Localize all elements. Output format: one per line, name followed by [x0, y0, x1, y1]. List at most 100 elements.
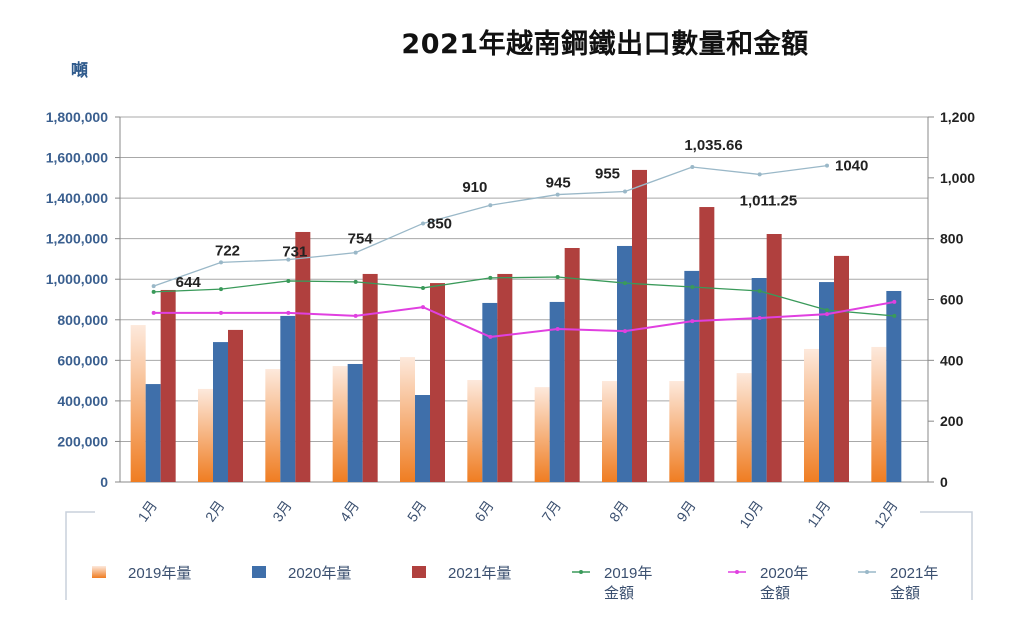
point-2019年金額-7月 — [555, 274, 560, 279]
point-2019年金額-6月 — [488, 275, 493, 280]
point-2021年金額-3月 — [286, 257, 291, 262]
legend-label: 2019年量 — [128, 565, 191, 582]
bar-2021年量-7月 — [564, 247, 580, 482]
right-axis-tick-label: 1,200 — [940, 109, 975, 125]
point-2019年金額-4月 — [353, 279, 358, 284]
bar-2021年量-4月 — [362, 273, 378, 482]
point-2019年金額-2月 — [219, 287, 223, 292]
data-label: 945 — [546, 175, 571, 192]
point-2019年金額-3月 — [286, 278, 291, 283]
bar-2021年量-5月 — [430, 283, 445, 482]
point-2020年金額-11月 — [825, 312, 829, 317]
bar-2021年量-6月 — [497, 273, 513, 482]
bar-2020年量-4月 — [347, 363, 363, 482]
left-axis-tick-label: 800,000 — [57, 312, 108, 328]
left-axis-tick-label: 0 — [100, 474, 108, 490]
data-label: 1040 — [835, 158, 868, 175]
point-2020年金額-2月 — [219, 310, 223, 315]
point-2021年金額-9月 — [690, 164, 695, 169]
bar-2020年量-3月 — [280, 315, 296, 482]
bar-2019年量-8月 — [602, 381, 617, 482]
point-2020年金額-8月 — [623, 329, 627, 334]
x-axis-tick-label: 1月 — [135, 498, 161, 525]
legend-marker — [579, 570, 583, 574]
bar-2021年量-2月 — [228, 329, 243, 482]
bar-2020年量-7月 — [549, 301, 565, 482]
bar-2019年量-3月 — [265, 369, 281, 482]
legend-label: 2021年金額 — [890, 565, 938, 602]
point-2021年金額-4月 — [353, 250, 358, 255]
point-2019年金額-5月 — [421, 285, 425, 290]
bar-2019年量-5月 — [400, 357, 415, 482]
x-axis-tick-label: 7月 — [539, 498, 565, 525]
bar-2019年量-12月 — [871, 346, 887, 482]
x-axis-tick-label: 3月 — [269, 498, 295, 525]
bar-2019年量-9月 — [669, 381, 685, 482]
right-axis-tick-label: 400 — [940, 352, 964, 368]
left-axis-tick-label: 1,800,000 — [46, 109, 108, 125]
point-2020年金額-10月 — [757, 316, 762, 321]
point-2021年金額-8月 — [623, 189, 627, 194]
left-axis-tick-label: 1,600,000 — [46, 150, 108, 166]
bar-2020年量-1月 — [145, 384, 161, 482]
point-2019年金額-10月 — [757, 288, 762, 293]
bar-2019年量-6月 — [467, 380, 483, 482]
data-label: 955 — [595, 166, 620, 183]
data-label: 1,035.66 — [684, 137, 742, 154]
x-axis-tick-label: 4月 — [337, 498, 363, 525]
x-axis-tick-label: 2月 — [202, 498, 228, 525]
legend-marker — [735, 570, 739, 574]
left-axis-tick-label: 200,000 — [57, 433, 108, 449]
right-axis-tick-label: 600 — [940, 292, 964, 308]
bar-2021年量-11月 — [834, 255, 849, 482]
legend-label: 2020年金額 — [760, 565, 808, 602]
point-2020年金額-5月 — [421, 305, 425, 310]
point-2021年金額-2月 — [219, 260, 223, 265]
bar-2019年量-4月 — [332, 366, 348, 482]
data-label: 850 — [427, 215, 452, 232]
legend-label: 2021年量 — [448, 565, 511, 582]
line-2021年金額 — [153, 165, 828, 287]
point-2020年金額-3月 — [286, 310, 291, 315]
bar-2019年量-10月 — [736, 373, 752, 482]
point-2020年金額-12月 — [892, 299, 897, 304]
point-2020年金額-6月 — [488, 334, 493, 339]
left-axis-tick-label: 1,000,000 — [46, 271, 108, 287]
right-axis-tick-label: 0 — [940, 474, 948, 490]
bar-2021年量-1月 — [160, 289, 176, 482]
point-2020年金額-4月 — [353, 313, 358, 318]
bar-2020年量-5月 — [415, 395, 430, 482]
point-2020年金額-1月 — [151, 310, 156, 315]
point-2021年金額-6月 — [488, 203, 493, 208]
left-axis-tick-label: 1,400,000 — [46, 190, 108, 206]
bar-2020年量-9月 — [684, 270, 700, 482]
point-2020年金額-9月 — [690, 319, 695, 324]
right-axis-tick-label: 800 — [940, 231, 964, 247]
left-axis-unit-label: 噸 — [71, 61, 88, 81]
point-2021年金額-10月 — [757, 172, 762, 177]
x-axis-tick-label: 10月 — [736, 498, 766, 531]
point-2021年金額-5月 — [421, 221, 425, 226]
x-axis-tick-label: 5月 — [404, 498, 430, 525]
left-axis-tick-label: 400,000 — [57, 393, 108, 409]
point-2019年金額-12月 — [892, 313, 897, 318]
bar-2019年量-1月 — [130, 325, 146, 482]
line-2020年金額 — [153, 300, 895, 338]
data-label: 644 — [176, 274, 202, 291]
bar-2019年量-11月 — [804, 348, 819, 482]
x-axis-tick-label: 8月 — [606, 498, 632, 525]
right-axis-tick-label: 200 — [940, 413, 964, 429]
bar-2020年量-6月 — [482, 302, 498, 482]
line-2019年金額 — [153, 276, 895, 317]
data-label: 754 — [348, 231, 374, 248]
bar-2020年量-2月 — [213, 342, 228, 482]
bar-2021年量-9月 — [699, 207, 715, 483]
bar-2021年量-8月 — [632, 169, 647, 483]
legend-marker — [865, 570, 869, 574]
point-2019年金額-1月 — [151, 289, 156, 294]
bar-2019年量-2月 — [198, 388, 213, 482]
data-label: 731 — [282, 244, 307, 261]
right-axis-tick-label: 1,000 — [940, 170, 975, 186]
x-axis-tick-label: 12月 — [871, 498, 901, 531]
bar-2019年量-7月 — [534, 387, 550, 482]
